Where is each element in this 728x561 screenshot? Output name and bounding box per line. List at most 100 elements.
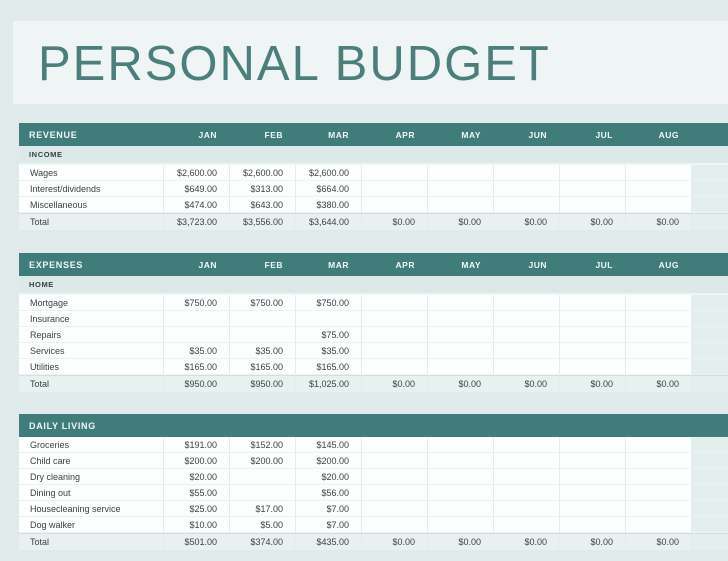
table-title[interactable]: DAILY LIVING [29, 420, 96, 431]
value-cell[interactable] [559, 181, 625, 196]
value-cell[interactable]: $165.00 [295, 359, 361, 374]
row-label[interactable]: Wages [19, 165, 163, 180]
value-cell[interactable] [295, 311, 361, 326]
value-cell[interactable]: $313.00 [229, 181, 295, 196]
value-cell[interactable] [427, 165, 493, 180]
value-cell[interactable] [493, 437, 559, 452]
value-cell[interactable] [427, 343, 493, 358]
value-cell[interactable] [625, 437, 691, 452]
month-header[interactable]: APR [395, 129, 415, 140]
value-cell[interactable]: $474.00 [163, 197, 229, 212]
value-cell[interactable] [361, 165, 427, 180]
row-label[interactable]: Insurance [19, 311, 163, 326]
value-cell[interactable]: $750.00 [163, 295, 229, 310]
value-cell[interactable] [493, 197, 559, 212]
value-cell[interactable]: $950.00 [229, 376, 295, 392]
value-cell[interactable]: $0.00 [625, 214, 691, 230]
value-cell[interactable]: $0.00 [559, 214, 625, 230]
value-cell[interactable] [559, 359, 625, 374]
section-band[interactable]: HOME [19, 276, 728, 295]
row-label[interactable]: Housecleaning service [19, 501, 163, 516]
table-title[interactable]: REVENUE [29, 129, 78, 140]
value-cell[interactable] [361, 453, 427, 468]
value-cell[interactable] [361, 295, 427, 310]
value-cell[interactable] [427, 327, 493, 342]
row-label[interactable]: Child care [19, 453, 163, 468]
value-cell[interactable]: $0.00 [427, 376, 493, 392]
value-cell[interactable]: $200.00 [295, 453, 361, 468]
value-cell[interactable]: $0.00 [559, 534, 625, 550]
value-cell[interactable]: $0.00 [493, 214, 559, 230]
value-cell[interactable] [427, 197, 493, 212]
value-cell[interactable]: $643.00 [229, 197, 295, 212]
month-header[interactable] [493, 414, 559, 437]
value-cell[interactable]: $191.00 [163, 437, 229, 452]
value-cell[interactable] [361, 437, 427, 452]
row-label[interactable]: Repairs [19, 327, 163, 342]
value-cell[interactable]: $2,600.00 [229, 165, 295, 180]
value-cell[interactable] [493, 327, 559, 342]
month-header[interactable] [295, 414, 361, 437]
value-cell[interactable]: $435.00 [295, 534, 361, 550]
value-cell[interactable]: $7.00 [295, 501, 361, 516]
value-cell[interactable] [427, 437, 493, 452]
value-cell[interactable] [493, 359, 559, 374]
value-cell[interactable] [427, 359, 493, 374]
month-header[interactable] [361, 414, 427, 437]
value-cell[interactable] [427, 181, 493, 196]
value-cell[interactable]: $10.00 [163, 517, 229, 532]
value-cell[interactable] [559, 501, 625, 516]
row-label[interactable]: Services [19, 343, 163, 358]
value-cell[interactable]: $0.00 [361, 534, 427, 550]
value-cell[interactable] [427, 501, 493, 516]
value-cell[interactable] [625, 453, 691, 468]
value-cell[interactable] [559, 295, 625, 310]
value-cell[interactable]: $75.00 [295, 327, 361, 342]
value-cell[interactable]: $0.00 [493, 534, 559, 550]
value-cell[interactable] [559, 311, 625, 326]
value-cell[interactable] [427, 485, 493, 500]
month-header[interactable]: APR [395, 259, 415, 270]
value-cell[interactable] [361, 517, 427, 532]
value-cell[interactable] [493, 181, 559, 196]
value-cell[interactable] [559, 165, 625, 180]
value-cell[interactable]: $20.00 [295, 469, 361, 484]
month-header[interactable]: JUN [528, 259, 547, 270]
row-label[interactable]: Miscellaneous [19, 197, 163, 212]
value-cell[interactable]: $664.00 [295, 181, 361, 196]
value-cell[interactable]: $165.00 [163, 359, 229, 374]
value-cell[interactable] [427, 453, 493, 468]
value-cell[interactable]: $165.00 [229, 359, 295, 374]
value-cell[interactable] [559, 517, 625, 532]
row-label[interactable]: Utilities [19, 359, 163, 374]
table-title[interactable]: EXPENSES [29, 259, 84, 270]
month-header[interactable] [163, 414, 229, 437]
row-label[interactable]: Interest/dividends [19, 181, 163, 196]
value-cell[interactable]: $3,723.00 [163, 214, 229, 230]
value-cell[interactable] [559, 453, 625, 468]
value-cell[interactable]: $750.00 [295, 295, 361, 310]
value-cell[interactable]: $20.00 [163, 469, 229, 484]
value-cell[interactable] [625, 311, 691, 326]
value-cell[interactable] [559, 197, 625, 212]
value-cell[interactable]: $0.00 [625, 534, 691, 550]
value-cell[interactable]: $7.00 [295, 517, 361, 532]
value-cell[interactable] [361, 197, 427, 212]
value-cell[interactable]: $35.00 [229, 343, 295, 358]
value-cell[interactable]: $2,600.00 [295, 165, 361, 180]
value-cell[interactable]: $2,600.00 [163, 165, 229, 180]
value-cell[interactable]: $35.00 [163, 343, 229, 358]
value-cell[interactable]: $649.00 [163, 181, 229, 196]
section-band[interactable]: INCOME [19, 146, 728, 165]
value-cell[interactable]: $950.00 [163, 376, 229, 392]
value-cell[interactable] [625, 165, 691, 180]
value-cell[interactable]: $0.00 [361, 376, 427, 392]
value-cell[interactable] [493, 295, 559, 310]
value-cell[interactable] [493, 485, 559, 500]
value-cell[interactable] [625, 501, 691, 516]
row-label[interactable]: Total [19, 214, 163, 230]
month-header[interactable]: MAY [461, 259, 481, 270]
value-cell[interactable]: $200.00 [163, 453, 229, 468]
value-cell[interactable]: $3,556.00 [229, 214, 295, 230]
value-cell[interactable] [493, 165, 559, 180]
